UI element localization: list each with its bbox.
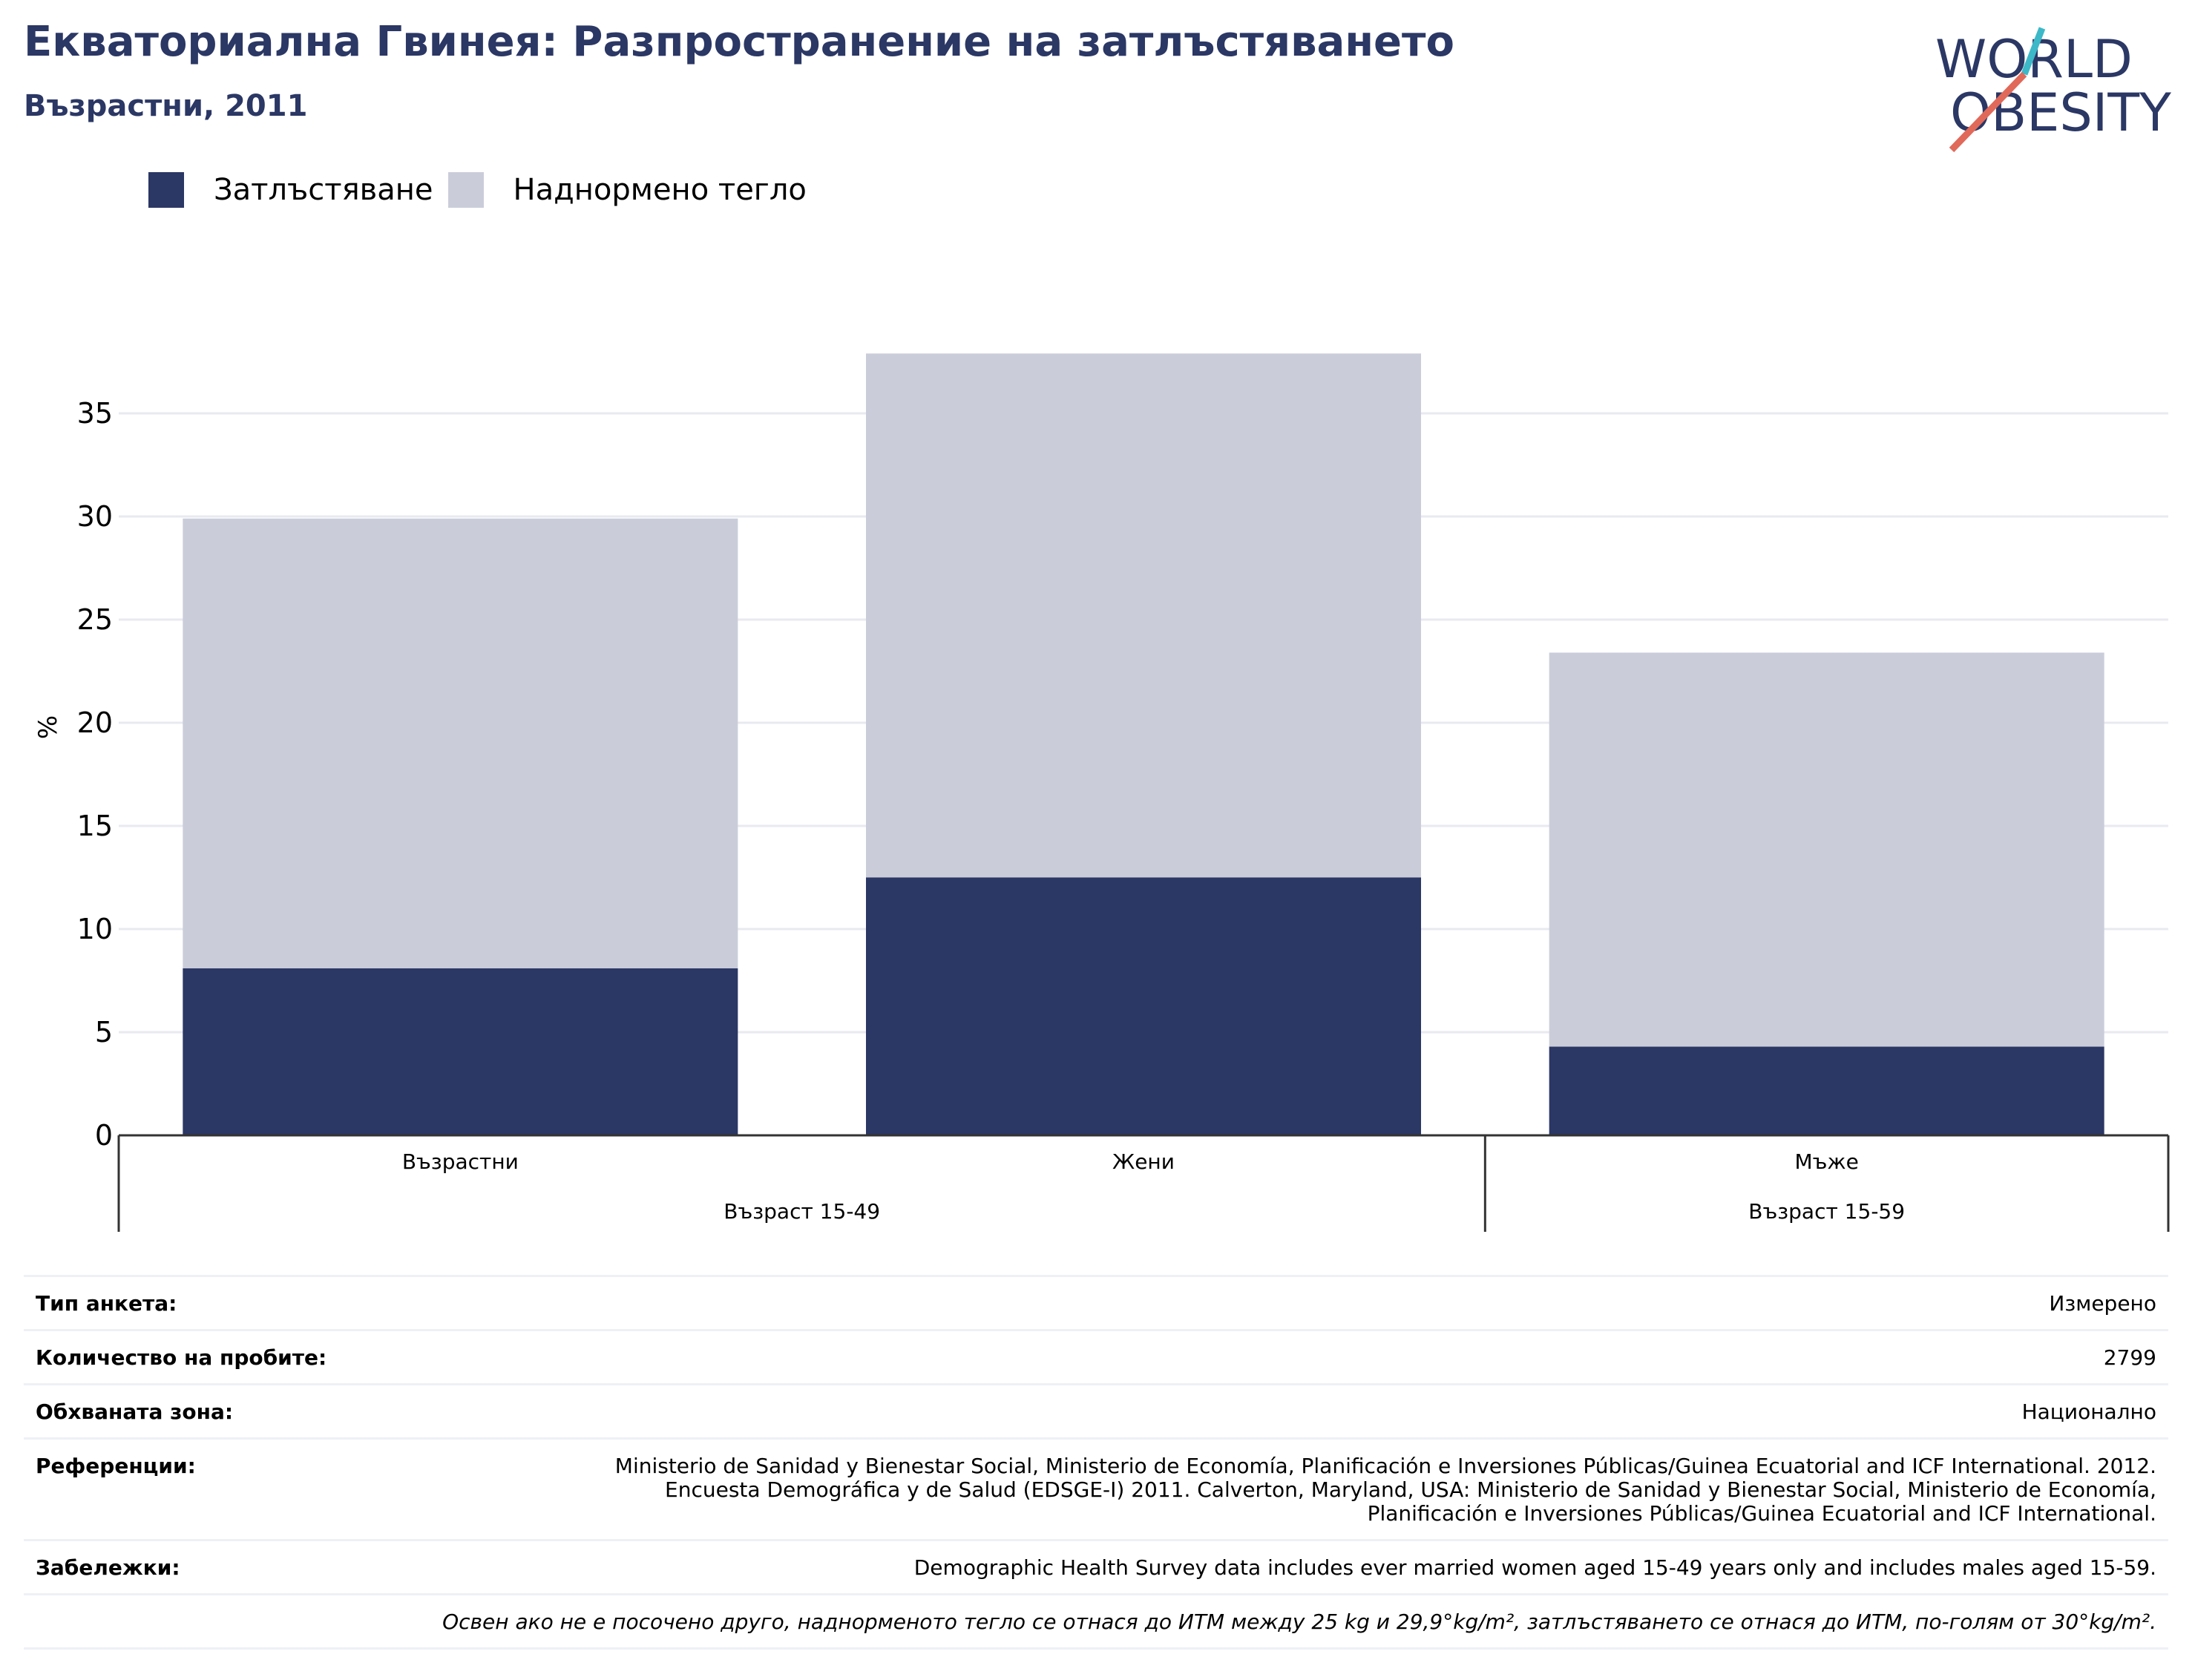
bar-chart: 0 5 10 15 20 25 30 35% Възрастни Жени Мъже Възраст … (33, 353, 2170, 1232)
legend-swatch-overweight (447, 172, 484, 208)
y-tick-label: 5 (95, 1016, 113, 1049)
info-label: Обхваната зона: (36, 1400, 234, 1424)
y-tick-label: 30 (77, 500, 113, 533)
y-tick-label: 25 (77, 603, 113, 636)
y-tick-label: 0 (95, 1119, 113, 1152)
legend-label-obesity: Затлъстяване (214, 173, 433, 207)
info-label: Референции: (36, 1454, 196, 1478)
legend: Затлъстяване Наднормено тегло (148, 172, 821, 208)
info-row-footnote: Освен ако не е посочено друго, наднормен… (24, 1593, 2168, 1650)
logo-slash-teal (2021, 27, 2046, 76)
bar-obesity (183, 968, 738, 1135)
bar-overweight (866, 353, 1421, 878)
info-row-references: Референции: Ministerio de Sanidad y Bien… (24, 1437, 2168, 1539)
group-label: Възраст 15-59 (1748, 1199, 1905, 1224)
y-tick-label: 15 (77, 810, 113, 842)
world-obesity-logo: WORLD OBESITY (1935, 27, 2171, 153)
info-row-notes: Забележки: Demographic Health Survey dat… (24, 1539, 2168, 1593)
legend-item-obesity: Затлъстяване (148, 172, 433, 208)
x-tick-label: Жени (1112, 1149, 1175, 1174)
survey-info-table: Тип анкета: Измерено Количество на проби… (24, 1275, 2168, 1650)
info-value: Национално (2021, 1400, 2156, 1424)
bar-obesity (866, 877, 1421, 1135)
y-tick-label: 10 (77, 913, 113, 945)
info-row-survey-type: Тип анкета: Измерено (24, 1275, 2168, 1329)
info-label: Количество на пробите: (36, 1345, 327, 1370)
legend-swatch-obesity (148, 172, 184, 208)
info-value: 2799 (2103, 1345, 2156, 1370)
info-value: Измерено (2049, 1291, 2156, 1316)
legend-item-overweight: Наднормено тегло (447, 172, 807, 208)
logo-line-1: WORLD (1935, 29, 2133, 90)
bar-obesity (1549, 1046, 2104, 1135)
bar-overweight (183, 518, 738, 968)
info-value: Ministerio de Sanidad y Bienestar Social… (614, 1454, 2156, 1526)
info-row-coverage: Обхваната зона: Национално (24, 1383, 2168, 1437)
footnote: Освен ако не е посочено друго, наднормен… (442, 1610, 2156, 1634)
x-tick-label: Възрастни (402, 1149, 519, 1174)
bar-overweight (1549, 652, 2104, 1047)
chart-subtitle: Възрастни, 2011 (24, 89, 308, 123)
group-label: Възраст 15-49 (724, 1199, 880, 1224)
info-row-sample-size: Количество на пробите: 2799 (24, 1329, 2168, 1383)
logo-slash-coral (1949, 71, 2027, 153)
x-tick-label: Мъже (1794, 1149, 1858, 1174)
legend-label-overweight: Наднормено тегло (513, 173, 807, 207)
chart-title: Екваториална Гвинея: Разпространение на … (24, 18, 1454, 66)
info-label: Забележки: (36, 1555, 180, 1580)
y-tick-label: 20 (77, 706, 113, 739)
info-label: Тип анкета: (36, 1291, 177, 1316)
info-value: Demographic Health Survey data includes … (913, 1555, 2156, 1580)
y-tick-label: 35 (77, 397, 113, 430)
y-axis-label: % (33, 715, 63, 739)
